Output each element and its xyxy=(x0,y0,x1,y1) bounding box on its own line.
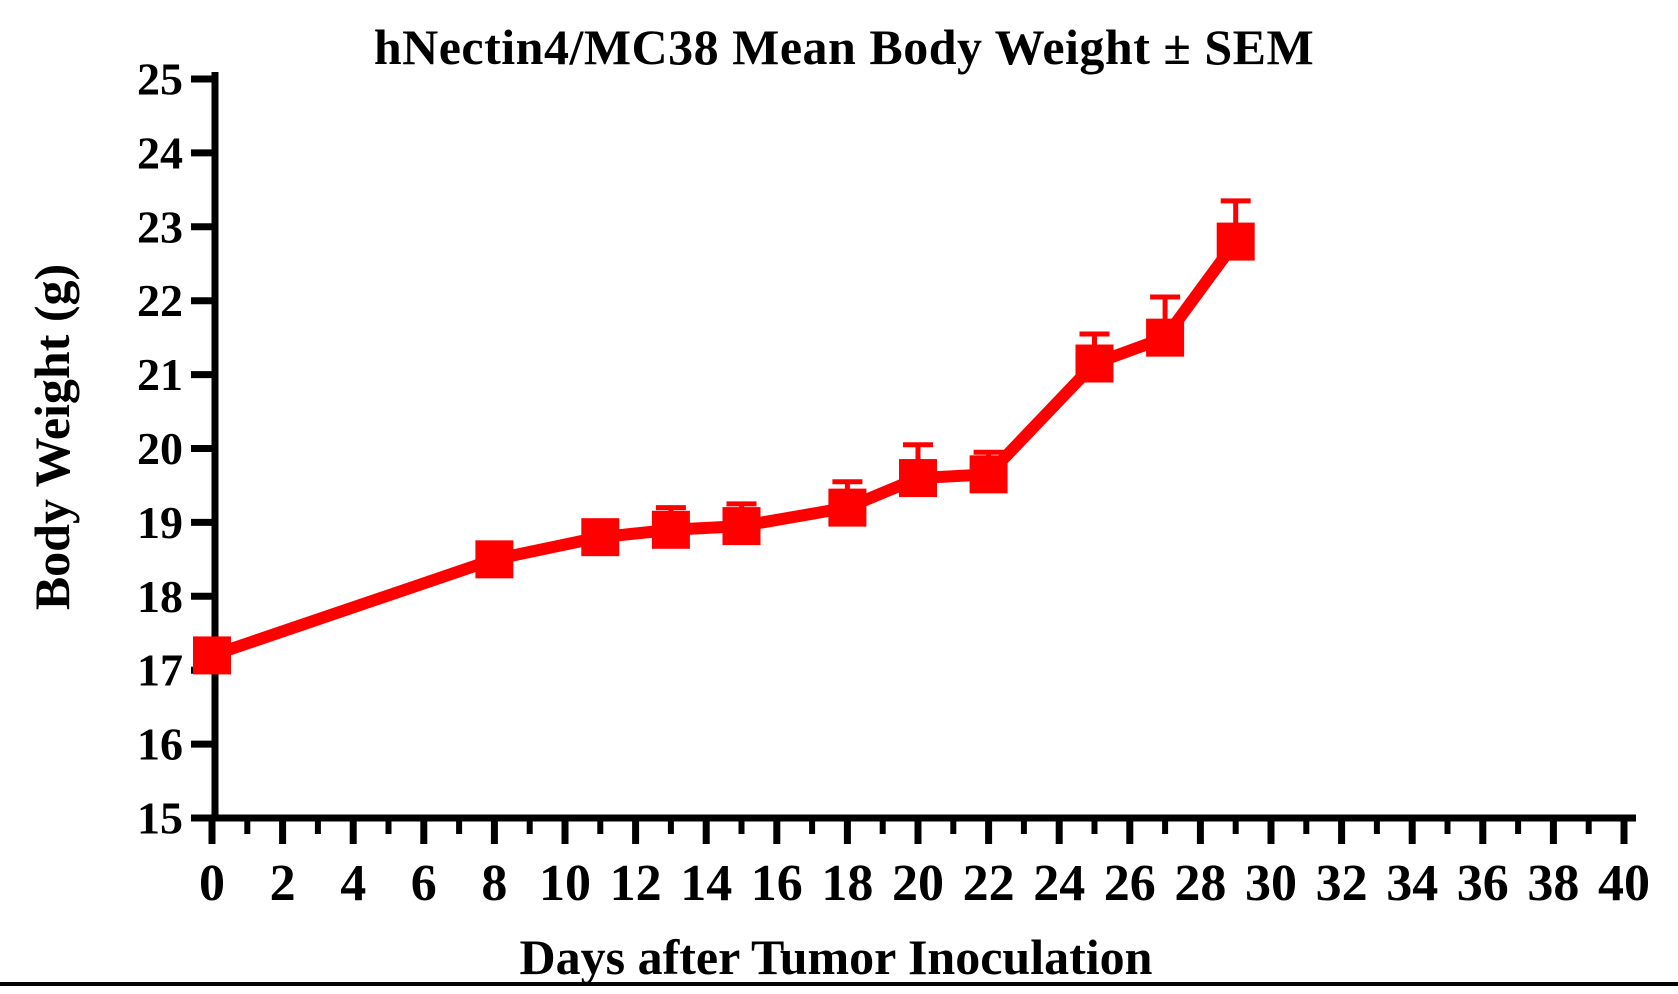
data-point-marker xyxy=(722,507,761,546)
x-tick-label: 0 xyxy=(199,855,225,912)
data-point-marker xyxy=(899,459,937,498)
x-tick-label: 40 xyxy=(1598,855,1650,912)
x-tick-label: 10 xyxy=(539,855,591,912)
y-tick-label: 22 xyxy=(137,275,183,326)
x-tick-label: 16 xyxy=(751,855,803,912)
series-line xyxy=(206,235,1242,662)
chart-title: hNectin4/MC38 Mean Body Weight ± SEM xyxy=(373,19,1315,75)
y-tick-label: 25 xyxy=(137,54,183,105)
x-tick-label: 32 xyxy=(1316,855,1368,912)
x-tick-label: 12 xyxy=(610,855,662,912)
x-tick-label: 34 xyxy=(1386,855,1438,912)
x-tick-label: 2 xyxy=(270,855,296,912)
y-tick-label: 15 xyxy=(137,793,183,844)
x-tick-label: 20 xyxy=(892,855,944,912)
y-tick-label: 18 xyxy=(137,571,183,622)
data-point-marker xyxy=(1075,344,1114,383)
data-point-marker xyxy=(969,455,1008,494)
page-bottom-divider xyxy=(0,982,1678,986)
x-tick-label: 18 xyxy=(821,855,873,912)
y-tick-label: 24 xyxy=(137,127,183,178)
data-point-marker xyxy=(828,488,867,527)
y-tick-label: 23 xyxy=(137,201,183,252)
data-point-marker xyxy=(651,510,690,549)
y-tick-label: 17 xyxy=(137,645,183,696)
x-tick-label: 14 xyxy=(680,855,732,912)
x-tick-label: 30 xyxy=(1245,855,1297,912)
y-tick-label: 16 xyxy=(137,719,183,770)
x-tick-label: 26 xyxy=(1104,855,1156,912)
x-tick-label: 36 xyxy=(1457,855,1509,912)
x-tick-label: 38 xyxy=(1527,855,1579,912)
x-tick-label: 4 xyxy=(340,855,366,912)
x-tick-label: 24 xyxy=(1033,855,1085,912)
x-axis-title: Days after Tumor Inoculation xyxy=(519,929,1153,985)
y-tick-label: 20 xyxy=(137,423,183,474)
data-point-marker xyxy=(581,518,620,557)
x-tick-label: 6 xyxy=(411,855,437,912)
y-tick-label: 21 xyxy=(137,349,183,400)
x-tick-label: 8 xyxy=(481,855,507,912)
y-tick-label: 19 xyxy=(137,497,183,548)
data-point-marker xyxy=(1216,222,1255,261)
data-point-marker xyxy=(193,636,231,675)
x-tick-label: 28 xyxy=(1174,855,1226,912)
data-point-marker xyxy=(475,540,514,579)
data-point-marker xyxy=(1146,318,1185,357)
x-tick-label: 22 xyxy=(963,855,1015,912)
